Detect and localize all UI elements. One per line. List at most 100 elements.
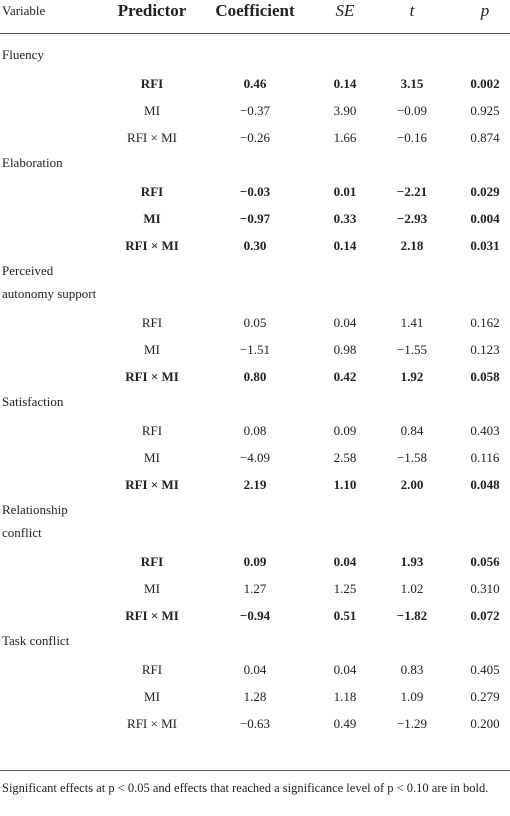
value-cell: 0.08 [243,423,267,438]
value-cell: 0.279 [470,689,500,704]
value-cell: 0.51 [333,608,357,623]
value-cell: 0.403 [470,423,500,438]
value-cell: 0.05 [243,315,267,330]
value-cell: 2.18 [400,238,424,253]
variable-label: Elaboration [2,155,63,170]
value-cell: 0.405 [470,662,500,677]
predictor-cell: MI [143,211,161,226]
variable-label: Fluency [2,47,44,62]
predictor-cell: MI [144,103,160,118]
predictor-cell: RFI [140,76,164,91]
value-cell: 1.66 [333,130,357,145]
value-cell: −1.58 [396,450,428,465]
value-cell: 0.058 [470,369,500,384]
value-cell: 0.09 [333,423,357,438]
value-cell: 1.09 [400,689,424,704]
predictor-cell: RFI [140,554,164,569]
predictor-cell: RFI × MI [127,716,177,731]
value-cell: 0.116 [470,450,500,465]
value-cell: 3.90 [333,103,357,118]
value-cell: 0.310 [470,581,500,596]
value-cell: 1.02 [400,581,424,596]
predictor-cell: MI [144,450,160,465]
value-cell: −1.51 [239,342,271,357]
value-cell: 0.04 [243,662,267,677]
value-cell: −4.09 [239,450,271,465]
predictor-cell: RFI × MI [125,369,179,384]
predictor-cell: RFI [141,423,163,438]
value-cell: −1.82 [396,608,428,623]
value-cell: 3.15 [400,76,424,91]
value-cell: −0.63 [239,716,271,731]
value-cell: 0.09 [243,554,267,569]
value-cell: −0.97 [239,211,271,226]
value-cell: −1.55 [396,342,428,357]
column-header: Variable [2,3,46,18]
bottom-rule [0,770,510,771]
variable-label: Perceived autonomy support [2,263,97,301]
value-cell: 2.58 [333,450,357,465]
predictor-cell: RFI [141,662,163,677]
predictor-cell: RFI × MI [127,130,177,145]
value-cell: 1.93 [400,554,424,569]
value-cell: −0.94 [239,608,271,623]
value-cell: −0.03 [239,184,271,199]
variable-label: Task conflict [2,633,70,648]
value-cell: 0.83 [400,662,424,677]
header-rule [0,33,510,34]
value-cell: 0.46 [243,76,267,91]
value-cell: 0.04 [333,315,357,330]
value-cell: 0.031 [470,238,500,253]
value-cell: 0.80 [243,369,267,384]
column-header: t [409,1,415,20]
value-cell: 1.18 [333,689,357,704]
value-cell: −0.37 [239,103,271,118]
value-cell: 0.14 [333,76,357,91]
predictor-cell: RFI × MI [125,477,179,492]
value-cell: 0.874 [470,130,500,145]
value-cell: −1.29 [396,716,428,731]
variable-label: Relationship conflict [2,502,68,540]
column-header: p [480,1,490,20]
value-cell: −0.09 [396,103,428,118]
predictor-cell: MI [144,342,160,357]
predictor-cell: RFI [141,315,163,330]
value-cell: 0.123 [470,342,500,357]
value-cell: 0.01 [333,184,357,199]
column-header: Coefficient [215,1,295,20]
value-cell: 0.162 [470,315,500,330]
value-cell: 1.27 [243,581,267,596]
value-cell: 1.25 [333,581,357,596]
predictor-cell: RFI × MI [125,608,179,623]
variable-label: Satisfaction [2,394,64,409]
value-cell: 1.41 [400,315,424,330]
value-cell: 0.002 [470,76,500,91]
value-cell: 0.42 [333,369,357,384]
value-cell: 1.28 [243,689,267,704]
value-cell: 1.10 [333,477,357,492]
value-cell: 0.14 [333,238,357,253]
predictor-cell: MI [144,689,160,704]
value-cell: 0.33 [333,211,357,226]
value-cell: 1.92 [400,369,424,384]
value-cell: 0.200 [470,716,500,731]
value-cell: 0.84 [400,423,424,438]
value-cell: 2.00 [400,477,424,492]
value-cell: 0.04 [333,662,357,677]
predictor-cell: MI [144,581,160,596]
value-cell: −0.16 [396,130,428,145]
value-cell: 0.056 [470,554,500,569]
value-cell: 0.30 [243,238,267,253]
value-cell: 0.004 [470,211,500,226]
value-cell: −2.21 [396,184,428,199]
column-header: SE [335,1,355,20]
value-cell: 2.19 [243,477,267,492]
value-cell: 0.04 [333,554,357,569]
column-header: Predictor [117,1,187,20]
value-cell: 0.029 [470,184,500,199]
value-cell: 0.925 [470,103,500,118]
value-cell: 0.048 [470,477,500,492]
value-cell: −0.26 [239,130,271,145]
predictor-cell: RFI [140,184,164,199]
